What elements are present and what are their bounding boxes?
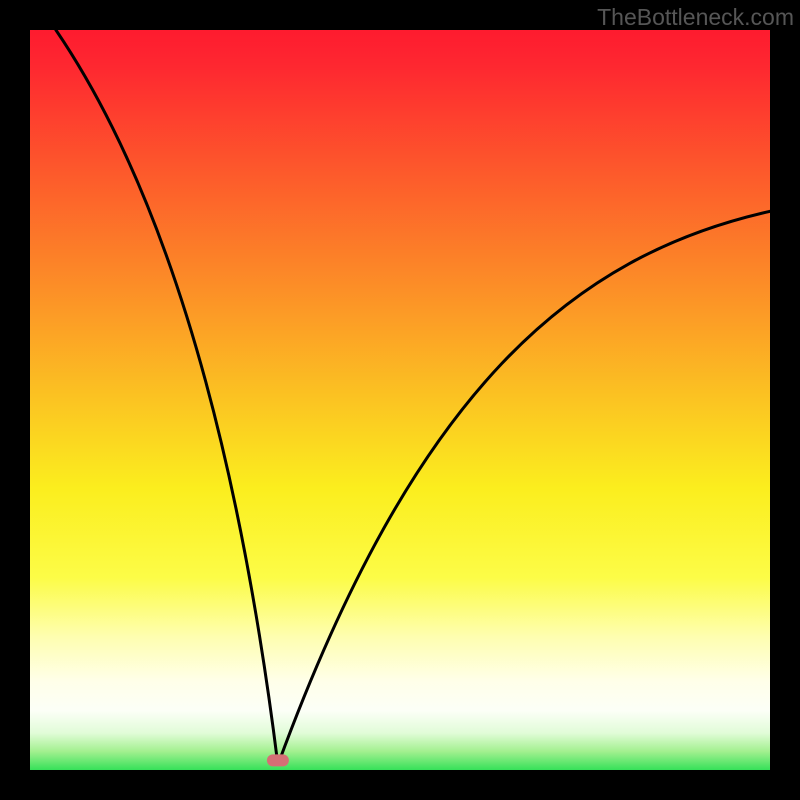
optimal-marker xyxy=(267,754,289,766)
chart-frame: TheBottleneck.com xyxy=(0,0,800,800)
plot-area xyxy=(30,30,770,770)
gradient-background xyxy=(30,30,770,770)
watermark-text: TheBottleneck.com xyxy=(597,4,794,31)
plot-svg xyxy=(30,30,770,770)
